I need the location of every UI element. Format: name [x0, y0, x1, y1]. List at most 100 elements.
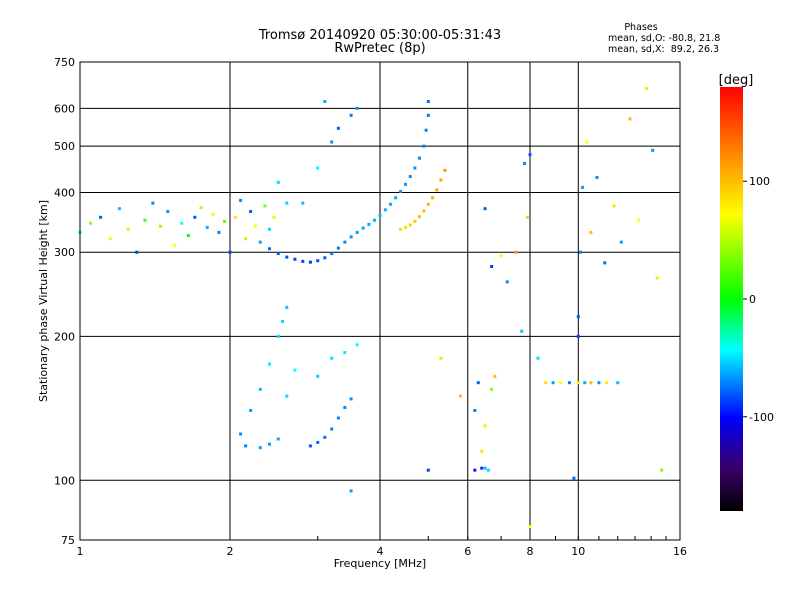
- data-point: [499, 254, 503, 258]
- data-point: [458, 394, 462, 398]
- colorbar-tick-label: -100: [749, 411, 774, 424]
- data-point: [276, 437, 280, 441]
- data-point: [316, 166, 320, 170]
- data-point: [612, 204, 616, 208]
- data-point: [166, 210, 170, 214]
- data-point: [272, 215, 276, 219]
- data-point: [551, 381, 555, 385]
- data-point: [99, 215, 103, 219]
- colorbar: [720, 87, 743, 511]
- data-point: [525, 215, 529, 219]
- data-point: [217, 230, 221, 234]
- data-point: [361, 226, 365, 230]
- data-point: [285, 201, 289, 205]
- data-point: [473, 468, 477, 472]
- data-point: [330, 252, 334, 256]
- data-point: [267, 442, 271, 446]
- data-point: [578, 250, 582, 254]
- data-point: [323, 256, 327, 260]
- data-point: [355, 106, 359, 110]
- data-point: [285, 255, 289, 259]
- y-axis-label: Stationary phase Virtual Height [km]: [37, 200, 50, 402]
- data-point: [308, 260, 312, 264]
- y-axis-ticks: 75 100 200 300 400 500 600 750: [54, 56, 75, 547]
- data-point: [281, 319, 285, 323]
- data-point: [572, 476, 576, 480]
- data-point: [505, 280, 509, 284]
- data-point: [223, 219, 227, 223]
- data-point: [158, 224, 162, 228]
- data-point: [349, 235, 353, 239]
- data-point: [343, 351, 347, 355]
- data-point: [523, 161, 527, 165]
- data-point: [211, 212, 215, 216]
- scatter-points: [78, 87, 664, 529]
- data-point: [558, 381, 562, 385]
- data-point: [605, 381, 609, 385]
- data-point: [417, 156, 421, 160]
- data-point: [263, 204, 267, 208]
- data-point: [367, 222, 371, 226]
- data-point: [483, 466, 487, 470]
- y-tick-label: 75: [61, 534, 75, 547]
- y-tick-label: 300: [54, 246, 75, 259]
- data-point: [597, 381, 601, 385]
- data-point: [473, 408, 477, 412]
- data-point: [316, 259, 320, 263]
- data-point: [389, 202, 393, 206]
- data-point: [413, 166, 417, 170]
- data-point: [143, 218, 147, 222]
- data-point: [660, 468, 664, 472]
- data-point: [439, 356, 443, 360]
- data-point: [193, 215, 197, 219]
- data-point: [151, 201, 155, 205]
- data-point: [355, 230, 359, 234]
- data-point: [308, 444, 312, 448]
- data-point: [439, 178, 443, 182]
- colorbar-ticks: 100 0 -100: [743, 175, 774, 424]
- data-point: [480, 466, 484, 470]
- data-point: [576, 334, 580, 338]
- data-point: [636, 218, 640, 222]
- data-point: [581, 185, 585, 189]
- data-point: [336, 246, 340, 250]
- data-point: [267, 362, 271, 366]
- x-tick-label: 16: [673, 545, 687, 558]
- data-point: [567, 381, 571, 385]
- data-point: [589, 230, 593, 234]
- data-point: [253, 224, 257, 228]
- data-point: [476, 381, 480, 385]
- data-point: [422, 209, 426, 213]
- data-point: [244, 237, 248, 241]
- data-point: [483, 424, 487, 428]
- data-point: [399, 189, 403, 193]
- data-point: [426, 202, 430, 206]
- data-point: [480, 449, 484, 453]
- data-point: [205, 225, 209, 229]
- data-point: [117, 207, 121, 211]
- data-point: [490, 265, 494, 269]
- data-point: [426, 468, 430, 472]
- data-point: [301, 201, 305, 205]
- data-point: [544, 381, 548, 385]
- data-point: [249, 408, 253, 412]
- data-point: [239, 198, 243, 202]
- data-point: [135, 250, 139, 254]
- data-point: [378, 214, 382, 218]
- y-tick-label: 600: [54, 102, 75, 115]
- data-point: [330, 427, 334, 431]
- data-point: [426, 113, 430, 117]
- data-point: [276, 180, 280, 184]
- data-point: [285, 394, 289, 398]
- data-point: [603, 261, 607, 265]
- data-point: [126, 227, 130, 231]
- data-point: [585, 140, 589, 144]
- data-point: [249, 210, 253, 214]
- data-point: [536, 356, 540, 360]
- data-point: [267, 247, 271, 251]
- data-point: [239, 432, 243, 436]
- data-point: [619, 240, 623, 244]
- data-point: [228, 250, 232, 254]
- data-point: [267, 227, 271, 231]
- data-point: [355, 343, 359, 347]
